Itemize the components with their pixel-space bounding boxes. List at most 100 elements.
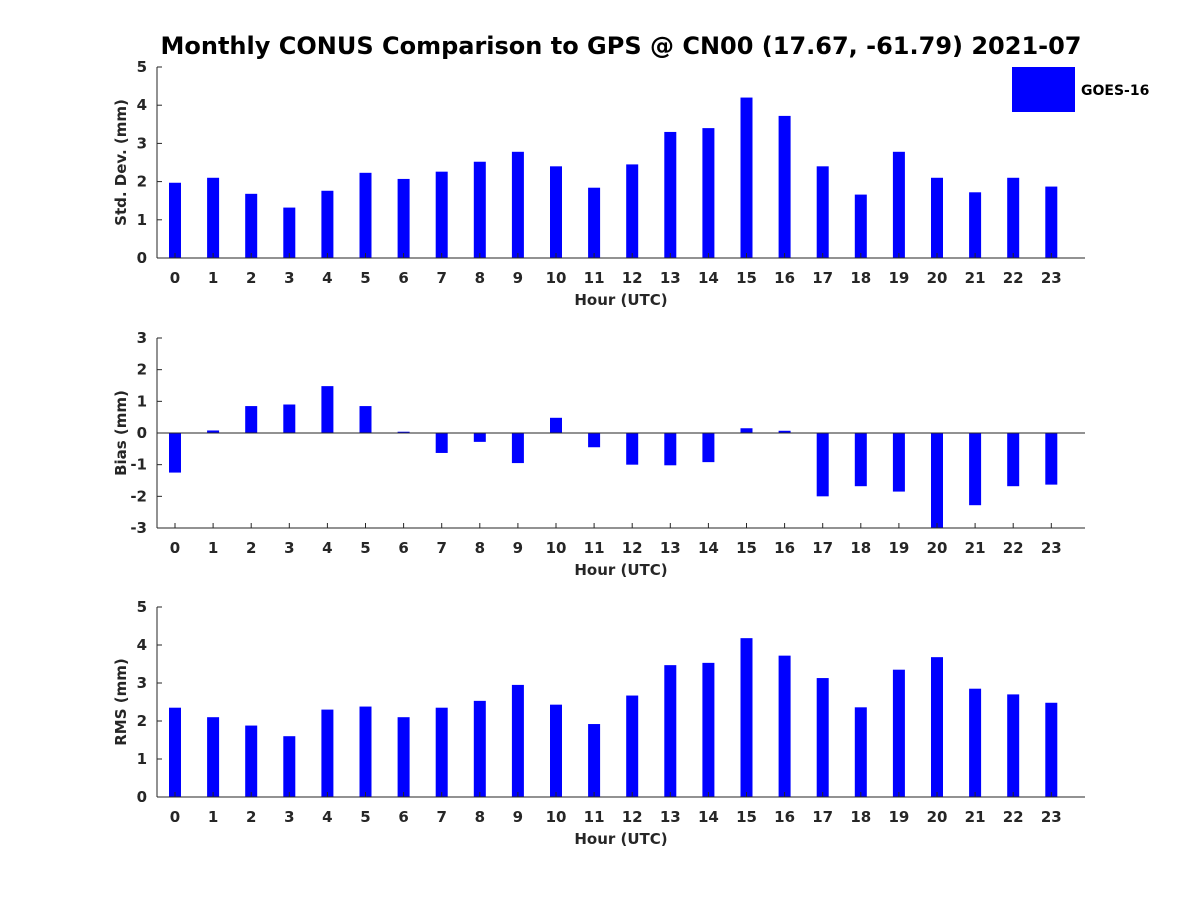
x-tick-label-std-dev-5: 5 xyxy=(360,269,370,287)
x-tick-label-bias-17: 17 xyxy=(812,539,833,557)
x-tick-label-rms-5: 5 xyxy=(360,808,370,826)
bar-bias-10 xyxy=(550,417,562,433)
bar-std-dev-2 xyxy=(245,193,258,258)
x-tick-label-bias-1: 1 xyxy=(208,539,218,557)
x-tick-label-bias-3: 3 xyxy=(284,539,294,557)
bar-std-dev-17 xyxy=(816,166,829,258)
bar-rms-6 xyxy=(397,717,410,797)
y-tick-label-rms-1: 1 xyxy=(137,750,147,768)
bar-std-dev-18 xyxy=(854,194,867,258)
bar-bias-2 xyxy=(245,406,258,433)
x-tick-label-bias-12: 12 xyxy=(622,539,643,557)
x-tick-label-std-dev-13: 13 xyxy=(660,269,681,287)
x-tick-label-rms-4: 4 xyxy=(322,808,332,826)
x-tick-label-bias-15: 15 xyxy=(736,539,757,557)
x-tick-label-bias-0: 0 xyxy=(170,539,180,557)
x-tick-label-bias-2: 2 xyxy=(246,539,256,557)
x-tick-label-rms-14: 14 xyxy=(698,808,719,826)
bar-bias-1 xyxy=(207,430,220,433)
bar-bias-16 xyxy=(778,430,791,433)
x-axis-label-bias: Hour (UTC) xyxy=(574,561,667,579)
bar-rms-1 xyxy=(207,717,220,797)
bar-rms-3 xyxy=(283,736,296,797)
chart-title: Monthly CONUS Comparison to GPS @ CN00 (… xyxy=(161,32,1082,60)
y-tick-label-rms-0: 0 xyxy=(137,788,147,806)
y-tick-label-bias-2: 2 xyxy=(137,361,147,379)
x-tick-label-std-dev-11: 11 xyxy=(584,269,605,287)
bar-rms-23 xyxy=(1045,702,1058,797)
y-tick-label-std-dev-1: 1 xyxy=(137,211,147,229)
bar-std-dev-9 xyxy=(511,151,524,258)
x-tick-label-rms-12: 12 xyxy=(622,808,643,826)
bar-rms-22 xyxy=(1007,694,1020,797)
bar-rms-19 xyxy=(892,669,905,797)
x-tick-label-rms-17: 17 xyxy=(812,808,833,826)
x-tick-label-std-dev-10: 10 xyxy=(546,269,567,287)
bar-std-dev-11 xyxy=(588,187,601,258)
bar-bias-13 xyxy=(664,433,677,466)
bar-rms-4 xyxy=(321,709,334,797)
x-tick-label-bias-21: 21 xyxy=(965,539,986,557)
x-tick-label-std-dev-18: 18 xyxy=(850,269,871,287)
x-tick-label-rms-13: 13 xyxy=(660,808,681,826)
bar-rms-21 xyxy=(969,688,982,797)
bar-bias-5 xyxy=(359,406,372,433)
bar-std-dev-1 xyxy=(207,177,220,258)
x-tick-label-std-dev-21: 21 xyxy=(965,269,986,287)
bar-std-dev-14 xyxy=(702,128,715,258)
bar-std-dev-8 xyxy=(473,161,486,258)
bar-rms-18 xyxy=(854,707,867,797)
x-tick-label-std-dev-14: 14 xyxy=(698,269,719,287)
bar-bias-12 xyxy=(626,433,639,465)
y-tick-label-bias--1: -1 xyxy=(130,456,147,474)
bar-std-dev-15 xyxy=(740,97,753,258)
bar-bias-20 xyxy=(931,433,943,528)
bar-std-dev-19 xyxy=(892,151,905,258)
x-tick-label-rms-8: 8 xyxy=(475,808,485,826)
y-tick-label-rms-3: 3 xyxy=(137,674,147,692)
y-tick-label-std-dev-3: 3 xyxy=(137,134,147,152)
x-tick-label-bias-19: 19 xyxy=(888,539,909,557)
x-tick-label-bias-14: 14 xyxy=(698,539,719,557)
x-tick-label-bias-23: 23 xyxy=(1041,539,1062,557)
y-tick-label-bias--2: -2 xyxy=(130,487,147,505)
bar-rms-9 xyxy=(511,684,524,797)
bar-std-dev-12 xyxy=(626,164,639,258)
y-axis-label-rms: RMS (mm) xyxy=(112,658,130,745)
x-tick-label-std-dev-20: 20 xyxy=(927,269,948,287)
bar-std-dev-6 xyxy=(397,178,410,258)
x-tick-label-rms-15: 15 xyxy=(736,808,757,826)
bar-std-dev-21 xyxy=(969,192,982,258)
bar-rms-10 xyxy=(550,704,562,797)
x-tick-label-std-dev-0: 0 xyxy=(170,269,180,287)
x-tick-label-std-dev-19: 19 xyxy=(888,269,909,287)
x-tick-label-std-dev-15: 15 xyxy=(736,269,757,287)
x-tick-label-rms-23: 23 xyxy=(1041,808,1062,826)
x-tick-label-rms-20: 20 xyxy=(927,808,948,826)
x-tick-label-std-dev-4: 4 xyxy=(322,269,332,287)
y-tick-label-std-dev-0: 0 xyxy=(137,249,147,267)
x-axis-label-rms: Hour (UTC) xyxy=(574,830,667,848)
x-tick-label-std-dev-7: 7 xyxy=(436,269,446,287)
bar-rms-17 xyxy=(816,678,829,797)
bar-std-dev-4 xyxy=(321,190,334,258)
x-tick-label-bias-8: 8 xyxy=(475,539,485,557)
bar-rms-5 xyxy=(359,706,372,797)
bar-bias-22 xyxy=(1007,433,1020,487)
x-tick-label-bias-6: 6 xyxy=(398,539,408,557)
bar-rms-13 xyxy=(664,665,677,797)
legend-swatch xyxy=(1012,67,1075,112)
x-tick-label-std-dev-6: 6 xyxy=(398,269,408,287)
y-tick-label-bias--3: -3 xyxy=(130,519,147,537)
y-tick-label-bias-1: 1 xyxy=(137,392,147,410)
bar-bias-9 xyxy=(511,433,524,464)
bar-bias-14 xyxy=(702,433,715,463)
x-tick-label-std-dev-22: 22 xyxy=(1003,269,1024,287)
x-tick-label-std-dev-3: 3 xyxy=(284,269,294,287)
y-axis-label-bias: Bias (mm) xyxy=(112,390,130,476)
